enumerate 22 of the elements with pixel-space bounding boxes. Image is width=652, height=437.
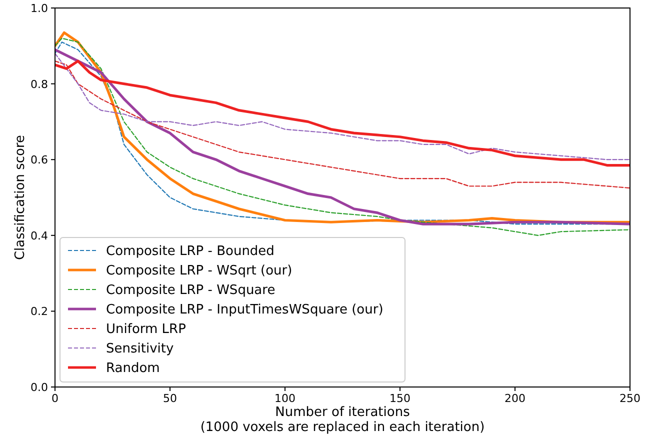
y-tick-label: 0.6 bbox=[30, 154, 48, 167]
legend-label: Composite LRP - InputTimesWSquare (our) bbox=[106, 302, 384, 318]
legend-label: Composite LRP - Bounded bbox=[106, 244, 274, 259]
legend-label: Uniform LRP bbox=[106, 322, 186, 337]
y-tick-label: 0.0 bbox=[30, 381, 48, 394]
y-tick-label: 1.0 bbox=[30, 2, 48, 15]
x-tick-label: 0 bbox=[52, 392, 58, 405]
y-tick-label: 0.2 bbox=[30, 305, 48, 318]
line-series bbox=[55, 60, 630, 189]
x-tick-label: 100 bbox=[274, 392, 296, 405]
legend-label: Random bbox=[106, 361, 160, 376]
x-axis-title: Number of iterations (1000 voxels are replaced in each iteration) bbox=[200, 405, 485, 435]
y-axis-title: Classification score bbox=[13, 134, 28, 260]
legend-label: Composite LRP - WSqrt (our) bbox=[106, 264, 292, 278]
legend-label: Sensitivity bbox=[106, 342, 174, 356]
y-tick-label: 0.4 bbox=[30, 229, 48, 242]
x-tick-label: 200 bbox=[504, 392, 526, 405]
x-tick-label: 50 bbox=[163, 392, 177, 405]
legend-label: Composite LRP - WSquare bbox=[106, 283, 276, 298]
y-tick-label: 0.8 bbox=[30, 78, 48, 91]
x-tick-label: 250 bbox=[620, 392, 640, 405]
x-tick-label: 150 bbox=[390, 392, 410, 405]
